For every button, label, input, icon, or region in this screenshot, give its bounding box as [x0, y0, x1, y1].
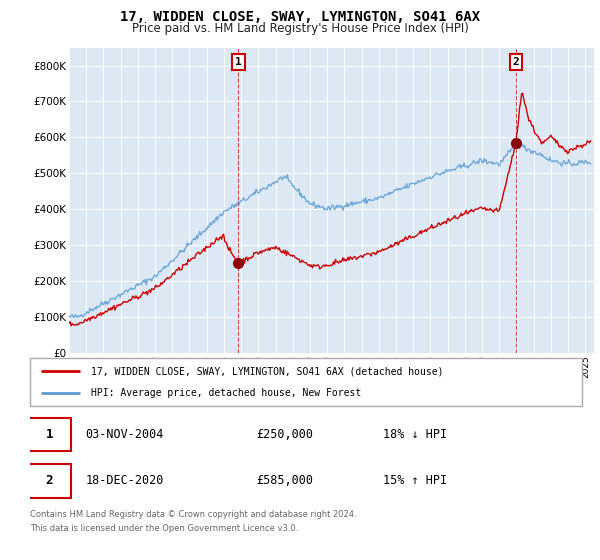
Text: 18% ↓ HPI: 18% ↓ HPI [383, 428, 448, 441]
Text: £250,000: £250,000 [256, 428, 313, 441]
Text: 1: 1 [235, 57, 242, 67]
Text: 17, WIDDEN CLOSE, SWAY, LYMINGTON, SO41 6AX: 17, WIDDEN CLOSE, SWAY, LYMINGTON, SO41 … [120, 10, 480, 24]
Text: Contains HM Land Registry data © Crown copyright and database right 2024.: Contains HM Land Registry data © Crown c… [30, 510, 356, 519]
Text: This data is licensed under the Open Government Licence v3.0.: This data is licensed under the Open Gov… [30, 524, 298, 533]
Text: 15% ↑ HPI: 15% ↑ HPI [383, 474, 448, 487]
Text: £585,000: £585,000 [256, 474, 313, 487]
Text: 1: 1 [46, 428, 53, 441]
Text: 2: 2 [512, 57, 519, 67]
Text: 03-NOV-2004: 03-NOV-2004 [85, 428, 164, 441]
FancyBboxPatch shape [27, 418, 71, 451]
FancyBboxPatch shape [27, 464, 71, 498]
Text: 18-DEC-2020: 18-DEC-2020 [85, 474, 164, 487]
Text: Price paid vs. HM Land Registry's House Price Index (HPI): Price paid vs. HM Land Registry's House … [131, 22, 469, 35]
Text: HPI: Average price, detached house, New Forest: HPI: Average price, detached house, New … [91, 388, 361, 398]
Text: 2: 2 [46, 474, 53, 487]
FancyBboxPatch shape [30, 358, 582, 406]
Text: 17, WIDDEN CLOSE, SWAY, LYMINGTON, SO41 6AX (detached house): 17, WIDDEN CLOSE, SWAY, LYMINGTON, SO41 … [91, 366, 443, 376]
